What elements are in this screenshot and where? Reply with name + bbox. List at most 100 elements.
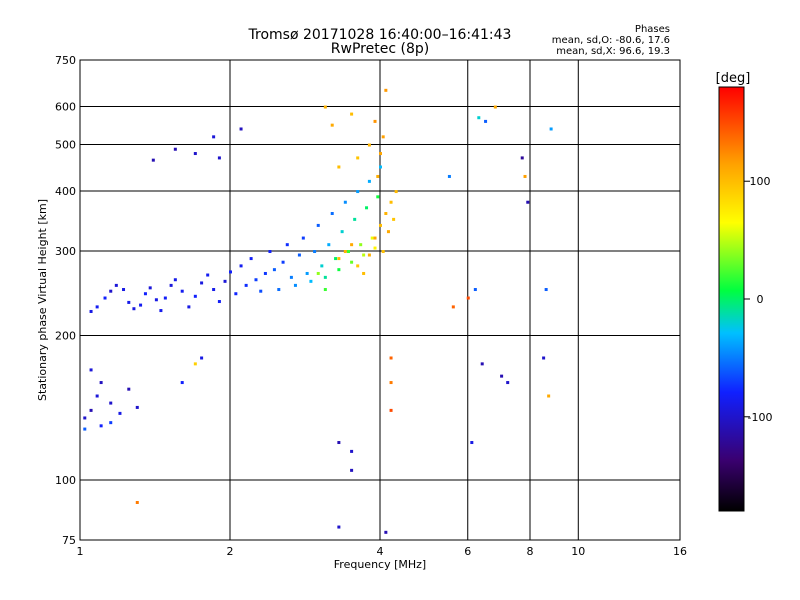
data-point <box>139 303 143 307</box>
data-point <box>337 525 341 529</box>
data-point <box>323 288 327 292</box>
data-point <box>526 200 530 204</box>
data-point <box>473 288 477 292</box>
data-point <box>350 449 354 453</box>
data-point <box>373 236 377 240</box>
data-point <box>376 195 380 199</box>
y-tick-label: 600 <box>55 101 76 114</box>
data-point <box>353 217 357 221</box>
data-point <box>289 275 293 279</box>
data-point <box>330 212 334 216</box>
data-point <box>376 174 380 178</box>
data-point <box>359 243 363 247</box>
data-point <box>114 283 118 287</box>
data-point <box>466 296 470 300</box>
data-point <box>193 362 197 366</box>
data-point <box>367 143 371 147</box>
data-point <box>379 165 382 169</box>
data-point <box>343 250 347 254</box>
data-point <box>118 411 122 415</box>
data-point <box>542 356 546 360</box>
data-point <box>343 200 347 204</box>
data-point <box>281 260 285 264</box>
data-point <box>180 289 184 293</box>
data-point <box>356 190 360 194</box>
data-point <box>373 119 377 123</box>
data-point <box>330 123 334 127</box>
data-point <box>389 200 393 204</box>
data-point <box>200 281 204 285</box>
data-point <box>259 289 263 293</box>
data-point <box>484 119 488 123</box>
data-point <box>389 408 393 412</box>
data-point <box>305 271 309 275</box>
data-point <box>239 127 243 131</box>
data-point <box>337 441 341 445</box>
data-point <box>180 381 184 385</box>
data-point <box>95 394 99 398</box>
y-tick-label: 200 <box>55 330 76 343</box>
data-point <box>163 296 167 300</box>
data-point <box>99 381 103 385</box>
data-point <box>500 374 504 378</box>
x-axis-label: Frequency [MHz] <box>334 558 426 571</box>
data-point <box>217 156 221 160</box>
data-point <box>477 116 481 120</box>
x-tick-label: 16 <box>673 545 687 558</box>
data-point <box>277 288 281 292</box>
data-point <box>154 298 158 302</box>
data-point <box>200 356 204 360</box>
data-point <box>340 230 344 234</box>
data-point <box>373 246 377 250</box>
data-point <box>356 156 360 160</box>
data-point <box>173 278 177 282</box>
y-tick-label: 500 <box>55 139 76 152</box>
y-axis-label: Stationary phase Virtual Height [km] <box>36 199 49 401</box>
data-point <box>234 292 238 296</box>
data-point <box>187 305 191 309</box>
x-tick-label: 8 <box>527 545 534 558</box>
data-point <box>229 270 232 274</box>
x-tick-label: 4 <box>377 545 384 558</box>
data-point <box>480 362 484 366</box>
data-point <box>316 271 320 275</box>
data-point <box>212 288 216 292</box>
data-point <box>309 279 313 283</box>
data-point <box>362 271 366 275</box>
data-point <box>99 424 103 428</box>
x-tick-label: 6 <box>464 545 471 558</box>
data-point <box>103 296 107 300</box>
data-point <box>89 309 93 313</box>
data-point <box>193 294 197 298</box>
data-point <box>301 236 305 240</box>
data-point <box>313 250 317 254</box>
data-point <box>297 253 301 257</box>
data-point <box>148 286 152 290</box>
data-point <box>268 250 272 254</box>
data-point <box>381 250 385 254</box>
y-tick-label: 300 <box>55 245 76 258</box>
colorbar-tick-label: -100 <box>748 411 773 424</box>
y-ticks: 75 100 200 300 400 500 600 750 <box>55 54 76 547</box>
y-tick-label: 75 <box>62 534 76 547</box>
colorbar-tick-label: 100 <box>750 175 771 188</box>
data-point <box>547 394 551 398</box>
data-point <box>320 264 324 268</box>
data-point <box>109 289 113 293</box>
data-point <box>337 268 341 272</box>
data-point <box>316 223 320 227</box>
data-point <box>151 158 155 162</box>
data-point <box>217 300 221 304</box>
data-point <box>122 288 126 292</box>
data-point <box>239 264 243 268</box>
data-point <box>169 283 173 287</box>
data-point <box>212 135 216 139</box>
data-point <box>384 530 388 534</box>
data-point <box>386 230 390 234</box>
data-point <box>520 156 524 160</box>
data-point <box>389 356 393 360</box>
data-point <box>337 257 341 261</box>
data-point <box>206 273 210 277</box>
data-point <box>365 206 369 210</box>
x-ticks: 1 2 4 6 8 10 16 <box>77 545 688 558</box>
